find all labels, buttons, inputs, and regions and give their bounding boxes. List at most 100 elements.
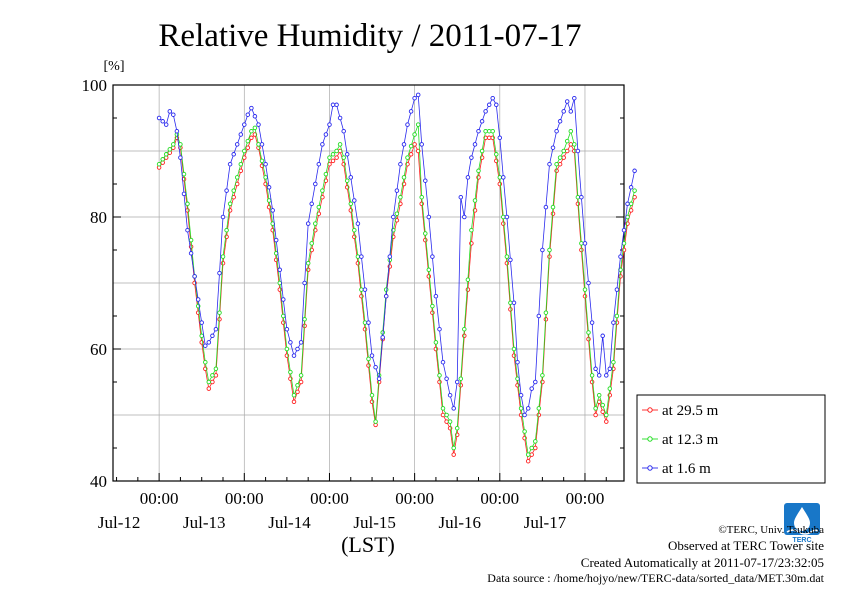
data-point — [344, 152, 350, 157]
data-point — [206, 386, 212, 391]
data-point — [561, 155, 566, 160]
data-point — [476, 168, 481, 174]
data-point — [582, 293, 588, 299]
data-point — [273, 237, 279, 243]
data-point — [600, 409, 605, 414]
data-point — [401, 175, 407, 180]
data-point — [479, 119, 485, 124]
legend-marker — [647, 407, 653, 413]
data-point — [593, 412, 598, 418]
data-point — [316, 161, 322, 167]
data-point — [586, 330, 591, 335]
data-point — [188, 237, 194, 243]
data-point — [337, 115, 343, 121]
data-point — [604, 373, 609, 378]
data-point — [504, 260, 510, 266]
data-point — [359, 293, 364, 299]
data-point — [295, 383, 300, 388]
data-point — [547, 161, 552, 167]
data-point — [263, 161, 268, 167]
data-point — [621, 227, 627, 233]
data-point — [171, 112, 176, 117]
data-point — [536, 406, 542, 411]
data-point — [575, 148, 581, 154]
wave-icon — [786, 529, 819, 535]
y-tick-label: 40 — [90, 472, 107, 491]
data-point — [501, 175, 506, 180]
data-point — [408, 152, 414, 157]
data-point — [600, 402, 605, 408]
data-point — [156, 161, 162, 167]
data-point — [494, 102, 499, 108]
data-point — [596, 392, 602, 398]
data-point — [231, 152, 236, 157]
data-point — [540, 373, 545, 378]
chart-title: Relative Humidity / 2011-07-17 — [158, 18, 581, 54]
data-point — [568, 128, 574, 134]
data-point — [224, 227, 229, 233]
data-point — [515, 359, 520, 365]
data-point — [352, 198, 357, 203]
data-point — [295, 389, 300, 395]
data-point — [426, 214, 432, 220]
x-tick-time: 00:00 — [310, 489, 349, 508]
data-point — [447, 392, 453, 398]
data-point — [362, 326, 368, 332]
data-point — [213, 366, 219, 372]
y-tick-label: 60 — [90, 340, 107, 359]
data-point — [600, 333, 605, 339]
data-point — [483, 128, 488, 134]
data-point — [195, 297, 201, 302]
x-tick-date: Jul-13 — [183, 513, 226, 532]
data-point — [430, 303, 435, 309]
data-point — [564, 138, 570, 144]
data-point — [298, 379, 304, 385]
data-point — [412, 132, 417, 137]
series-1 — [156, 122, 637, 457]
data-point — [231, 188, 236, 193]
data-point — [423, 237, 428, 243]
data-point — [465, 277, 471, 282]
data-point — [203, 343, 208, 348]
data-point — [163, 152, 169, 157]
data-point — [568, 109, 574, 114]
data-point — [405, 155, 410, 160]
terc-logo — [784, 503, 820, 535]
data-point — [376, 376, 382, 381]
data-point — [313, 221, 318, 226]
data-point — [572, 95, 577, 101]
x-tick-date: Jul-15 — [353, 513, 396, 532]
data-point — [302, 280, 307, 286]
data-point — [295, 346, 300, 352]
data-point — [419, 194, 424, 200]
data-point — [206, 340, 212, 345]
data-point — [163, 122, 169, 127]
data-point — [391, 214, 396, 220]
data-point — [249, 105, 254, 111]
data-point — [398, 161, 403, 167]
data-point — [369, 392, 375, 398]
data-point — [440, 412, 446, 418]
data-point — [508, 300, 513, 306]
data-point — [249, 135, 254, 141]
data-point — [281, 297, 286, 302]
data-point — [238, 161, 244, 167]
x-tick-date: Jul-12 — [98, 513, 141, 532]
y-axis-unit: [%] — [104, 59, 125, 74]
data-point — [171, 142, 176, 147]
data-point — [440, 359, 446, 365]
data-point — [156, 115, 162, 121]
data-point — [181, 171, 187, 177]
data-point — [408, 143, 414, 149]
data-point — [291, 399, 297, 405]
data-point — [593, 406, 598, 411]
data-point — [504, 254, 510, 259]
data-point — [298, 340, 304, 345]
data-point — [525, 406, 531, 411]
data-point — [582, 241, 588, 246]
data-point — [607, 386, 613, 391]
data-point — [554, 128, 559, 134]
data-point — [320, 142, 325, 147]
data-point — [330, 102, 336, 108]
data-point — [210, 373, 215, 378]
